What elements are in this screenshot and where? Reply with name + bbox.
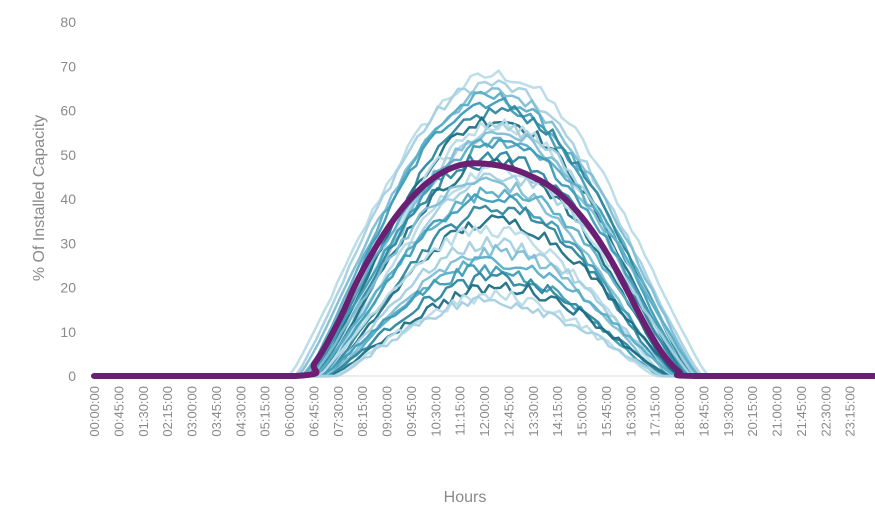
x-tick-label: 21:45:00 (794, 386, 809, 437)
x-tick-label: 22:30:00 (818, 386, 833, 437)
daily-profile-line (94, 150, 874, 378)
x-tick-label: 11:15:00 (453, 386, 468, 436)
y-tick-label: 70 (60, 58, 76, 74)
x-tick-label: 04:30:00 (233, 386, 248, 437)
daily-profile-line (94, 172, 874, 378)
x-tick-label: 23:15:00 (843, 386, 858, 437)
x-tick-label: 16:30:00 (623, 386, 638, 437)
daily-profile-line (94, 136, 874, 378)
y-axis-ticks: 0 10 20 30 40 50 60 70 80 (60, 14, 76, 384)
y-tick-label: 50 (60, 147, 76, 163)
y-tick-label: 20 (60, 280, 76, 296)
x-tick-label: 15:45:00 (599, 386, 614, 437)
x-tick-label: 09:00:00 (380, 386, 395, 437)
x-tick-label: 10:30:00 (428, 386, 443, 437)
x-tick-label: 12:00:00 (477, 386, 492, 437)
daily-profile-line (94, 295, 874, 378)
y-tick-label: 60 (60, 103, 76, 119)
y-tick-label: 0 (68, 368, 76, 384)
daily-profile-line (94, 263, 874, 378)
x-tick-label: 18:00:00 (672, 386, 687, 437)
x-tick-label: 03:45:00 (209, 386, 224, 437)
x-tick-label: 03:00:00 (185, 386, 200, 437)
daily-profile-line (94, 281, 874, 378)
average-profile-line (91, 160, 875, 380)
x-axis-title: Hours (444, 489, 487, 506)
daily-profile-line (94, 116, 874, 378)
x-tick-label: 20:15:00 (745, 386, 760, 437)
daily-profile-line (94, 90, 874, 378)
y-tick-label: 10 (60, 324, 76, 340)
daily-profile-line (94, 161, 874, 378)
daily-profile-line (94, 288, 874, 378)
x-tick-label: 18:45:00 (696, 386, 711, 437)
x-tick-label: 02:15:00 (160, 386, 175, 437)
x-tick-label: 06:00:00 (282, 386, 297, 437)
y-tick-label: 30 (60, 235, 76, 251)
daily-profile-line (94, 138, 874, 378)
x-tick-label: 12:45:00 (501, 386, 516, 437)
daily-profile-line (94, 271, 874, 378)
y-tick-label: 40 (60, 191, 76, 207)
y-axis-title: % Of Installed Capacity (31, 115, 48, 281)
x-tick-label: 15:00:00 (575, 386, 590, 437)
daily-profile-line (94, 235, 874, 378)
daily-profile-line (94, 186, 874, 378)
x-tick-label: 07:30:00 (331, 386, 346, 437)
x-tick-label: 17:15:00 (648, 386, 663, 437)
x-tick-label: 09:45:00 (404, 386, 419, 437)
x-tick-label: 13:30:00 (526, 386, 541, 437)
daily-profile-line (94, 97, 874, 378)
daily-profile-line (94, 255, 874, 378)
x-tick-label: 08:15:00 (355, 386, 370, 437)
x-tick-label: 21:00:00 (770, 386, 785, 437)
x-tick-label: 01:30:00 (136, 386, 151, 437)
daily-profile-line (94, 79, 874, 378)
daily-profile-line (94, 224, 874, 378)
daily-profile-line (94, 214, 874, 378)
x-tick-label: 14:15:00 (550, 386, 565, 437)
daily-profile-lines (94, 69, 874, 378)
x-axis-ticks: 00:00:00 00:45:00 01:30:00 02:15:00 03:00:00… (87, 386, 858, 437)
daily-profile-line (94, 69, 874, 378)
x-tick-label: 00:45:00 (111, 386, 126, 437)
daily-profile-line (94, 87, 874, 378)
x-tick-label: 00:00:00 (87, 386, 102, 437)
x-tick-label: 05:15:00 (258, 386, 273, 437)
x-tick-label: 06:45:00 (306, 386, 321, 437)
x-tick-label: 19:30:00 (721, 386, 736, 437)
daily-profile-line (94, 193, 874, 378)
daily-profile-line (94, 176, 874, 378)
y-tick-label: 80 (60, 14, 76, 30)
